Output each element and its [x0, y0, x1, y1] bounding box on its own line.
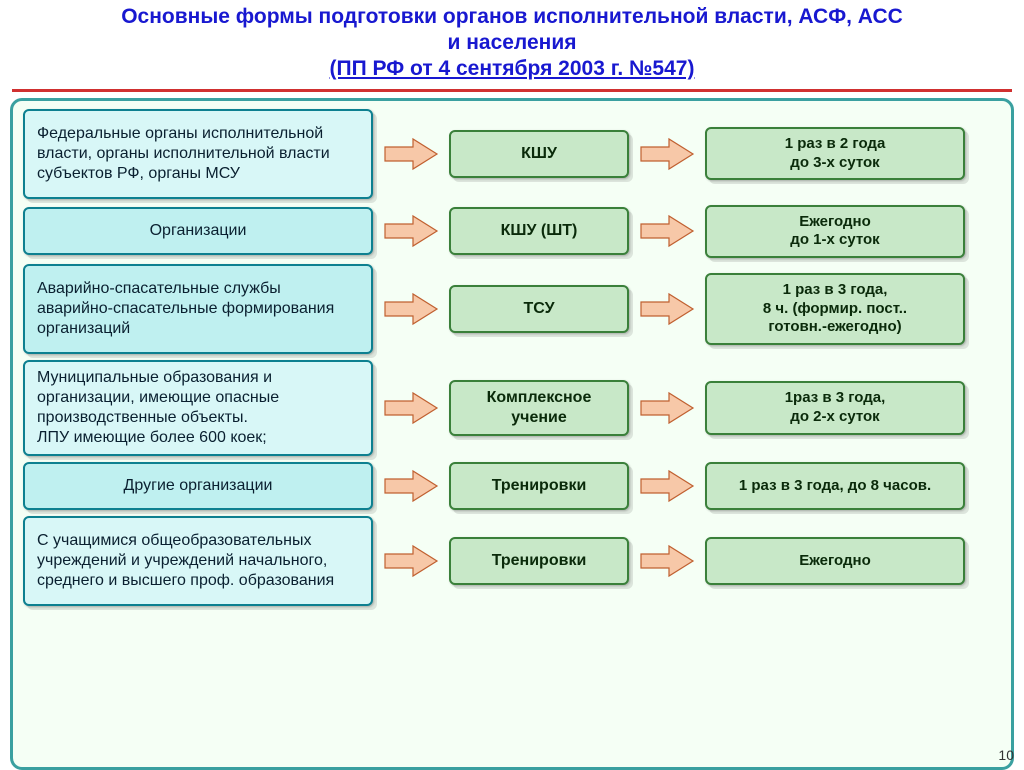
arrow-right-icon: [637, 214, 697, 248]
diagram-row: Организации КШУ (ШТ) Ежегодно до 1-х сут…: [23, 205, 1001, 259]
entity-box: Аварийно-спасательные службы аварийно-сп…: [23, 264, 373, 354]
arrow-right-icon: [381, 469, 441, 503]
arrow-right-icon: [637, 469, 697, 503]
arrow-right-icon: [381, 137, 441, 171]
entity-box: С учащимися общеобразовательных учрежден…: [23, 516, 373, 606]
entity-box: Другие организации: [23, 462, 373, 510]
exercise-type-box: ТСУ: [449, 285, 629, 333]
arrow-right-icon: [381, 544, 441, 578]
entity-box: Организации: [23, 207, 373, 255]
title-block: Основные формы подготовки органов исполн…: [12, 0, 1012, 92]
slide: Основные формы подготовки органов исполн…: [0, 0, 1024, 767]
arrow-right-icon: [637, 137, 697, 171]
frequency-box: 1 раз в 2 года до 3-х суток: [705, 127, 965, 181]
arrow-right-icon: [637, 391, 697, 425]
frequency-box: Ежегодно до 1-х суток: [705, 205, 965, 259]
diagram-row: Аварийно-спасательные службы аварийно-сп…: [23, 264, 1001, 354]
title-subtitle: (ПП РФ от 4 сентября 2003 г. №547): [32, 57, 992, 81]
diagram-row: Другие организации Тренировки 1 раз в 3 …: [23, 462, 1001, 510]
entity-box: Муниципальные образования и организации,…: [23, 360, 373, 456]
title-line-1: Основные формы подготовки органов исполн…: [32, 4, 992, 30]
content-frame: Федеральные органы исполнительной власти…: [10, 98, 1014, 770]
arrow-right-icon: [381, 214, 441, 248]
frequency-box: 1раз в 3 года, до 2-х суток: [705, 381, 965, 435]
arrow-right-icon: [381, 391, 441, 425]
diagram-row: С учащимися общеобразовательных учрежден…: [23, 516, 1001, 606]
frequency-box: Ежегодно: [705, 537, 965, 585]
entity-box: Федеральные органы исполнительной власти…: [23, 109, 373, 199]
diagram-row: Федеральные органы исполнительной власти…: [23, 109, 1001, 199]
frequency-box: 1 раз в 3 года, 8 ч. (формир. пост.. гот…: [705, 273, 965, 345]
exercise-type-box: Тренировки: [449, 537, 629, 585]
title-line-2: и населения: [32, 30, 992, 56]
exercise-type-box: КШУ (ШТ): [449, 207, 629, 255]
page-number: 10: [998, 747, 1014, 763]
arrow-right-icon: [637, 544, 697, 578]
exercise-type-box: Комплексное учение: [449, 380, 629, 436]
diagram-row: Муниципальные образования и организации,…: [23, 360, 1001, 456]
arrow-right-icon: [637, 292, 697, 326]
arrow-right-icon: [381, 292, 441, 326]
exercise-type-box: Тренировки: [449, 462, 629, 510]
exercise-type-box: КШУ: [449, 130, 629, 178]
frequency-box: 1 раз в 3 года, до 8 часов.: [705, 462, 965, 510]
